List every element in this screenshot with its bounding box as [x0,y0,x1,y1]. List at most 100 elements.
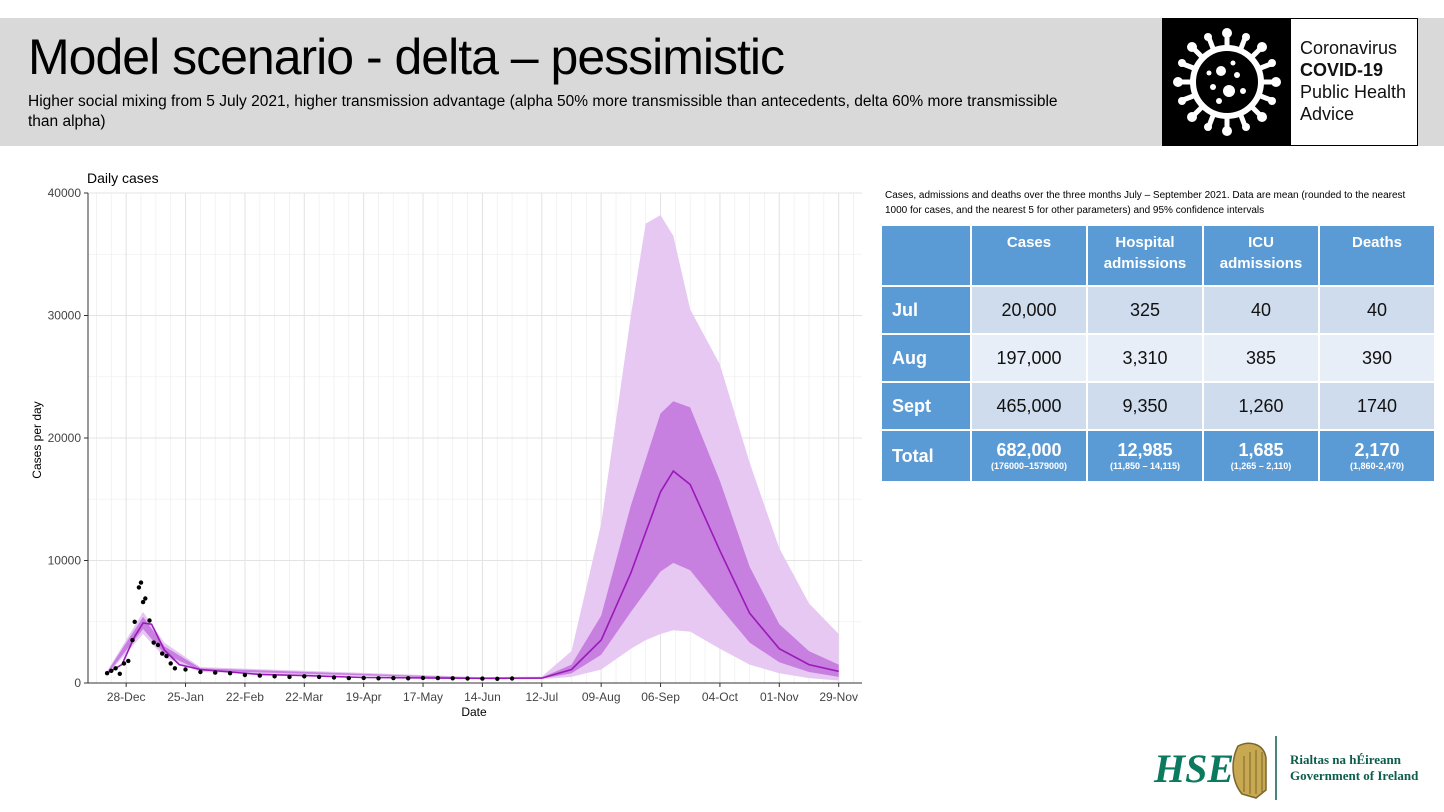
x-tick-label: 22-Feb [226,690,264,704]
footer-logos: HSE Rialtas na hÉireann Government of Ir… [1150,732,1430,802]
table-cell: 385 [1204,335,1318,381]
chart-title: Daily cases [87,170,159,186]
observed-point [242,672,248,678]
table-row: Sept 465,000 9,350 1,260 1740 [882,383,1434,429]
covid-logo-line3: Public Health [1300,82,1407,102]
table-header-cell: Cases [972,226,1086,285]
table-header-cell: Deaths [1320,226,1434,285]
observed-point [138,580,144,585]
goi-line2: Government of Ireland [1290,768,1419,783]
observed-point [172,666,178,671]
x-tick-label: 06-Sep [641,690,680,704]
scenario-table: Cases Hospital admissions ICU admissions… [880,224,1436,483]
total-cell: 682,000 (176000–1579000) [972,431,1086,481]
table-header-row: Cases Hospital admissions ICU admissions… [882,226,1434,285]
y-tick-label: 20000 [48,431,82,445]
row-label: Total [882,431,970,481]
observed-point [168,661,173,666]
total-value: 2,170 [1354,439,1400,460]
table-cell: 1,260 [1204,383,1318,429]
observed-point [331,675,337,680]
observed-point [391,675,396,681]
total-value: 682,000 [996,439,1062,460]
observed-point [302,674,307,679]
observed-point [117,671,123,676]
covid-logo-line1: Coronavirus [1300,38,1398,58]
observed-point [155,642,161,648]
coronavirus-icon [1163,19,1291,145]
x-tick-label: 17-May [403,690,443,704]
x-tick-label: 22-Mar [285,690,323,704]
observed-point [435,675,441,681]
x-tick-label: 09-Aug [582,690,621,704]
table-row: Jul 20,000 325 40 40 [882,287,1434,333]
observed-point [109,668,114,673]
y-tick-label: 0 [74,676,81,690]
observed-point [121,661,127,666]
hse-logo: HSE [1153,736,1277,800]
x-axis-label: Date [461,705,487,719]
hse-logo-text: HSE [1153,746,1234,791]
observed-point [257,673,262,678]
table-cell: 40 [1320,287,1434,333]
observed-point [160,651,165,656]
table-cell: 390 [1320,335,1434,381]
table-note: Cases, admissions and deaths over the th… [885,190,1406,216]
table-cell: 40 [1204,287,1318,333]
covid-logo-line4: Advice [1300,104,1355,124]
row-label: Aug [882,335,970,381]
observed-point [213,670,218,675]
total-cell: 12,985 (11,850 – 14,115) [1088,431,1202,481]
x-tick-label: 19-Apr [346,690,382,704]
y-axis-label: Cases per day [30,401,44,478]
observed-point [151,640,156,645]
observed-point [450,676,455,681]
observed-point [406,676,411,681]
harp-icon [1232,742,1267,799]
observed-point [509,676,515,681]
x-tick-label: 25-Jan [167,690,204,704]
total-cell: 1,685 (1,265 – 2,110) [1204,431,1318,481]
covid-logo-text: Coronavirus COVID-19 Public Health Advic… [1300,37,1406,125]
observed-point [164,653,169,659]
x-tick-label: 14-Jun [464,690,501,704]
observed-point [136,585,142,590]
observed-point [198,669,203,675]
confidence-bands [107,215,839,681]
observed-point [143,596,148,601]
observed-point [465,676,470,681]
y-tick-label: 30000 [48,309,82,323]
observed-point [272,674,277,679]
x-tick-label: 04-Oct [702,690,739,704]
table-cell: 465,000 [972,383,1086,429]
total-ci: (1,265 – 2,110) [1230,460,1292,471]
y-tick-label: 40000 [48,186,82,200]
daily-cases-chart: 0 10000 20000 30000 40000 28-Dec 25-Jan 22-Feb 2… [30,170,862,719]
total-cell: 2,170 (1,860-2,470) [1320,431,1434,481]
observed-point [346,675,351,681]
table-cell: 9,350 [1088,383,1202,429]
table-row: Aug 197,000 3,310 385 390 [882,335,1434,381]
row-label: Sept [882,383,970,429]
observed-point [126,658,131,664]
observed-point [361,675,366,681]
observed-point [140,599,146,605]
total-ci: (11,850 – 14,115) [1109,460,1181,471]
x-tick-label: 12-Jul [525,690,558,704]
observed-point [420,675,426,681]
x-tick-label: 28-Dec [107,690,146,704]
total-ci: (176000–1579000) [990,460,1068,471]
x-tick-label: 29-Nov [819,690,858,704]
table-header-cell [882,226,970,285]
observed-point [132,619,137,624]
table-header-cell: Hospital admissions [1088,226,1202,285]
confidence-band-inner [107,401,839,679]
chart-axes: 0 10000 20000 30000 40000 28-Dec 25-Jan 22-Feb 2… [48,186,862,704]
total-value: 1,685 [1238,439,1284,460]
covid-logo-line2: COVID-19 [1300,60,1384,80]
table-cell: 325 [1088,287,1202,333]
observed-point [480,676,485,681]
observed-point [183,667,188,672]
table-header-cell: ICU admissions [1204,226,1318,285]
observed-point [495,676,500,681]
